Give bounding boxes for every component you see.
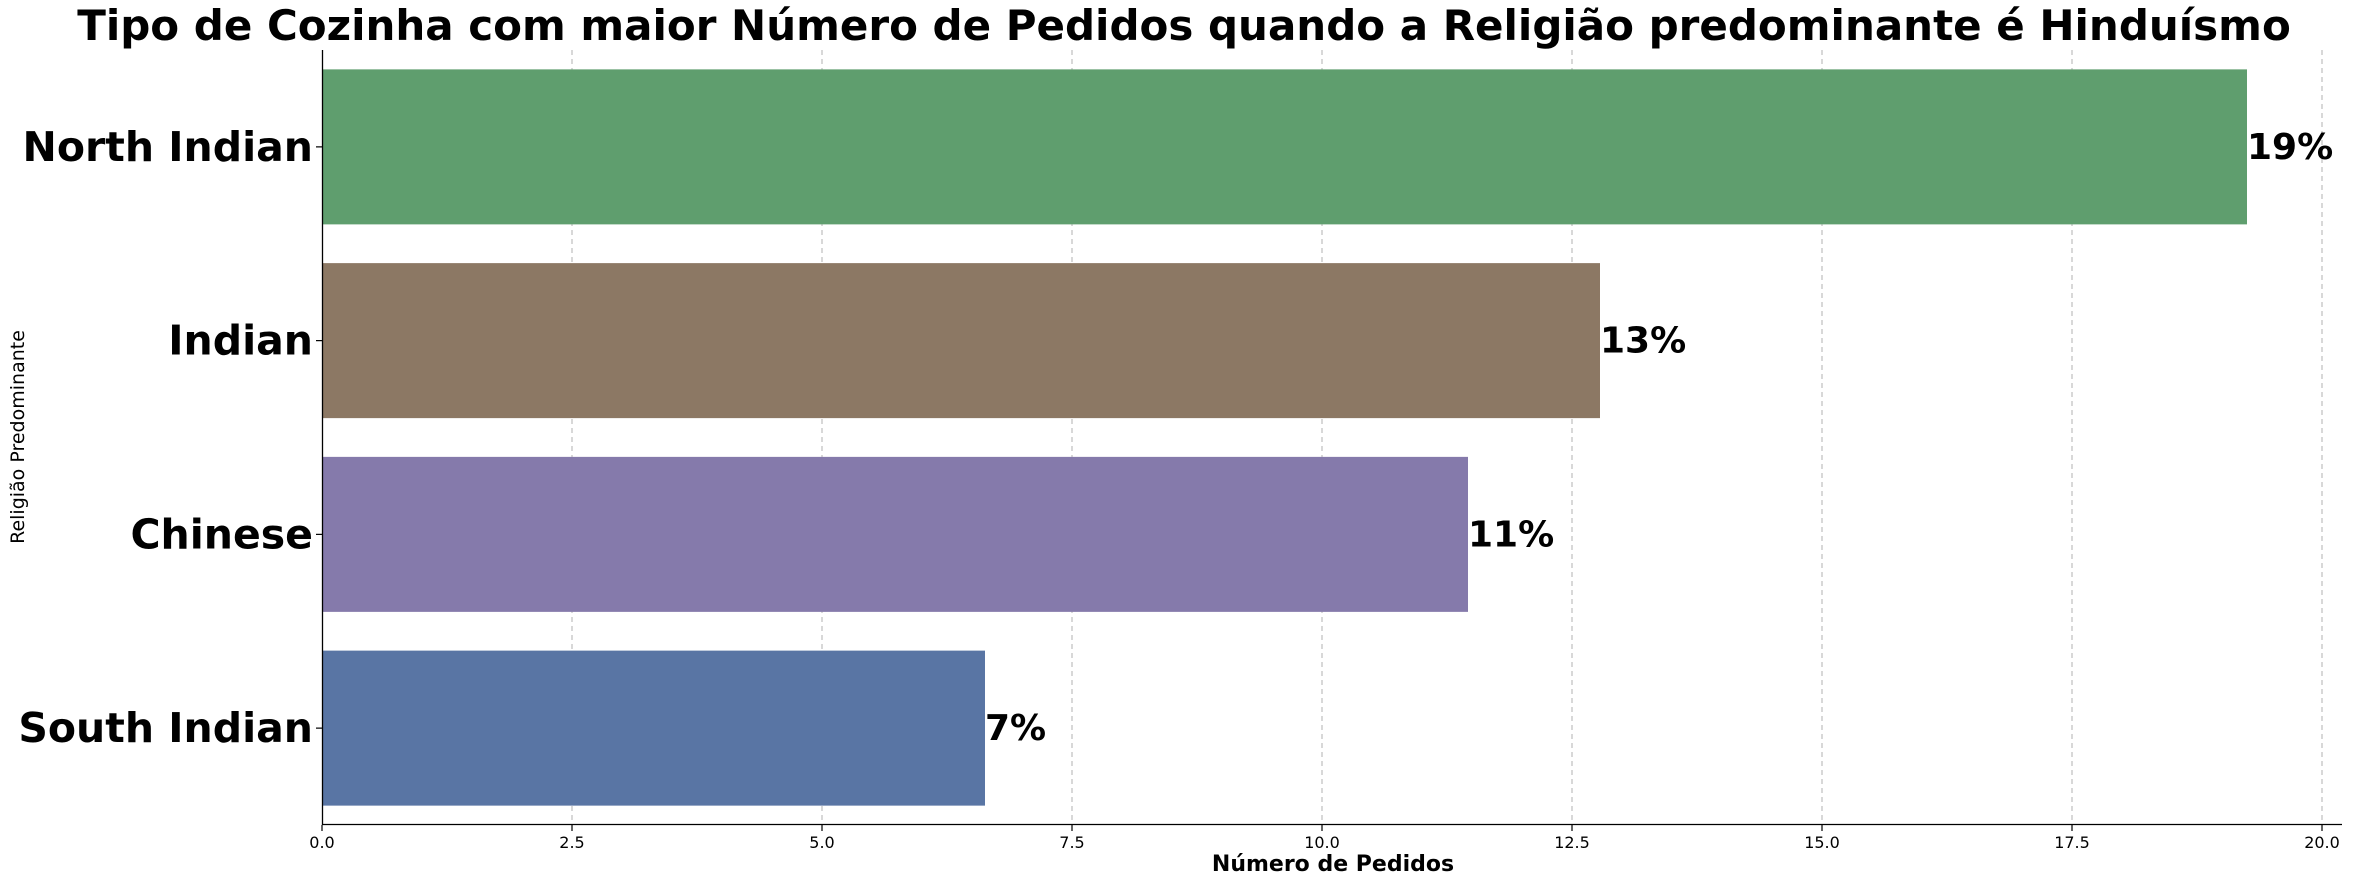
bar [322, 650, 985, 806]
x-tick-label: 10.0 [1304, 833, 1340, 852]
x-tick-label: 2.5 [559, 833, 584, 852]
x-tick-label: 12.5 [1554, 833, 1590, 852]
x-axis-label: Número de Pedidos [1212, 852, 1454, 877]
category-labels: North Indian Indian Chinese South Indian [18, 123, 322, 752]
x-ticks: 0.0 2.5 5.0 7.5 10.0 12.5 15.0 17.5 20.0 [309, 825, 2340, 852]
x-tick-label: 5.0 [809, 833, 834, 852]
data-label: 7% [985, 708, 1046, 749]
x-tick-label: 15.0 [1804, 833, 1840, 852]
bar [322, 69, 2247, 225]
bar [322, 456, 1468, 612]
bars [322, 69, 2247, 806]
x-tick-label: 17.5 [2054, 833, 2090, 852]
x-tick-label: 7.5 [1059, 833, 1084, 852]
data-label: 19% [2247, 127, 2333, 168]
category-label: South Indian [18, 704, 313, 752]
x-tick-label: 0.0 [309, 833, 334, 852]
data-label: 13% [1600, 321, 1686, 362]
category-label: North Indian [23, 123, 313, 171]
bar [322, 263, 1600, 419]
x-tick-label: 20.0 [2304, 833, 2340, 852]
data-label: 11% [1468, 514, 1554, 555]
category-label: Indian [168, 317, 313, 365]
y-axis-label: Religião Predominante [7, 330, 29, 544]
chart-title: Tipo de Cozinha com maior Número de Pedi… [77, 1, 2291, 50]
category-label: Chinese [130, 510, 313, 558]
data-labels: 19% 13% 11% 7% [985, 127, 2333, 749]
